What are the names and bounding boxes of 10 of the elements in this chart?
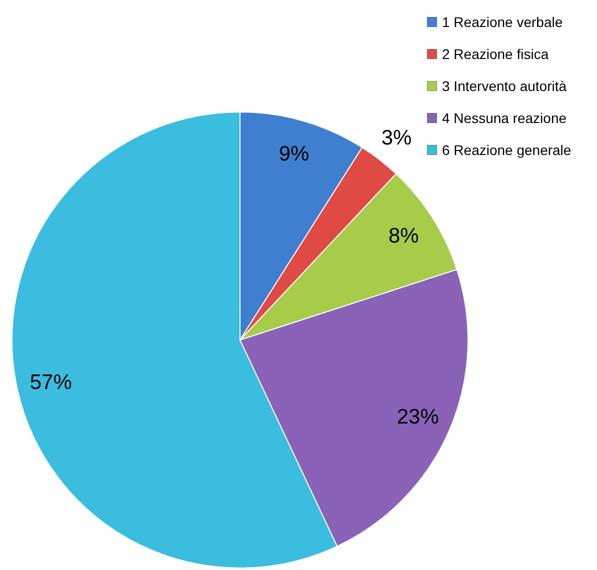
data-label: 23% bbox=[396, 405, 439, 428]
legend-label: 1 Reazione verbale bbox=[442, 14, 563, 30]
legend-label: 3 Intervento autorità bbox=[442, 78, 567, 94]
legend-label: 4 Nessuna reazione bbox=[442, 110, 567, 126]
legend-label: 6 Reazione generale bbox=[442, 142, 572, 158]
legend-label: 2 Reazione fisica bbox=[442, 46, 549, 62]
data-label: 57% bbox=[30, 370, 72, 394]
data-label: 3% bbox=[381, 126, 412, 150]
data-label: 8% bbox=[388, 224, 419, 248]
data-label: 9% bbox=[278, 142, 310, 166]
